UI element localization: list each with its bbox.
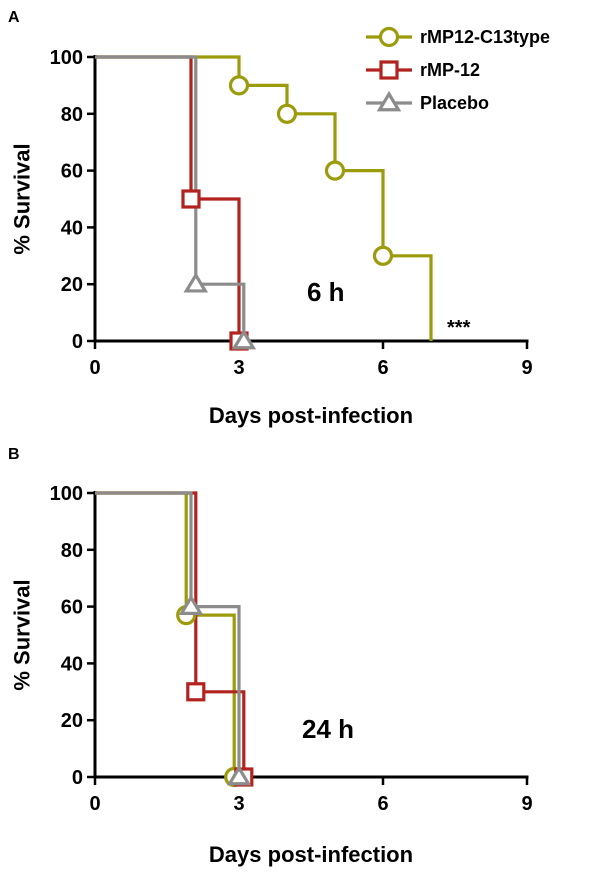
time-annotation: 24 h <box>302 714 354 744</box>
legend-marker-square <box>379 60 399 80</box>
x-tick-label: 0 <box>89 793 100 815</box>
series-line-square <box>95 491 246 777</box>
y-tick-label: 100 <box>50 483 83 505</box>
y-tick-label: 60 <box>61 161 83 183</box>
x-tick-label: 6 <box>377 357 388 379</box>
x-tick-label: 6 <box>377 793 388 815</box>
data-marker-circle <box>228 75 250 96</box>
legend-label: rMP12-C13type <box>420 27 550 47</box>
data-marker-circle <box>324 160 346 181</box>
y-tick-label: 20 <box>61 710 83 732</box>
legend-marker-triangle <box>376 90 402 112</box>
x-tick-label: 3 <box>233 357 244 379</box>
y-axis-title: % Survival <box>10 579 35 690</box>
data-marker-circle <box>276 103 298 124</box>
y-tick-label: 60 <box>61 597 83 619</box>
series-line-circle <box>95 55 433 341</box>
data-marker-circle <box>372 245 394 266</box>
y-tick-label: 80 <box>61 104 83 126</box>
x-tick-label: 3 <box>233 793 244 815</box>
data-marker-triangle <box>178 594 204 615</box>
significance-stars: *** <box>447 317 471 339</box>
x-tick-label: 0 <box>89 357 100 379</box>
legend-label: rMP-12 <box>420 60 480 80</box>
y-tick-label: 20 <box>61 274 83 296</box>
data-marker-square <box>186 682 206 702</box>
y-axis-title: % Survival <box>10 143 35 254</box>
panel-letter: A <box>8 9 20 26</box>
x-axis-title: Days post-infection <box>209 842 413 867</box>
data-marker-triangle <box>231 328 257 350</box>
y-tick-label: 0 <box>72 767 83 789</box>
legend-label: Placebo <box>420 93 489 113</box>
series-line-triangle <box>95 491 241 777</box>
x-tick-label: 9 <box>521 793 532 815</box>
y-tick-label: 40 <box>61 217 83 239</box>
legend-marker-circle <box>378 26 400 48</box>
y-tick-label: 40 <box>61 653 83 675</box>
panel-letter: B <box>8 446 20 463</box>
series-line-square <box>95 55 241 341</box>
time-annotation: 6 h <box>307 277 345 307</box>
panel-b: B 0 20 40 60 80 100 0 3 6 9 Days post-infection % Su… <box>8 446 533 867</box>
data-marker-triangle <box>226 764 252 786</box>
x-axis-title: Days post-infection <box>209 403 413 428</box>
y-tick-label: 0 <box>72 331 83 353</box>
x-tick-label: 9 <box>521 357 532 379</box>
data-marker-triangle <box>183 272 209 293</box>
y-tick-label: 100 <box>50 47 83 69</box>
series-line-circle <box>95 491 236 777</box>
y-tick-label: 80 <box>61 540 83 562</box>
panel-a: A 0 20 40 60 80 100 0 3 6 9 Days post-infection % Su… <box>8 9 550 428</box>
data-marker-square <box>181 189 201 209</box>
legend: rMP12-C13type rMP-12 Placebo <box>366 26 550 113</box>
